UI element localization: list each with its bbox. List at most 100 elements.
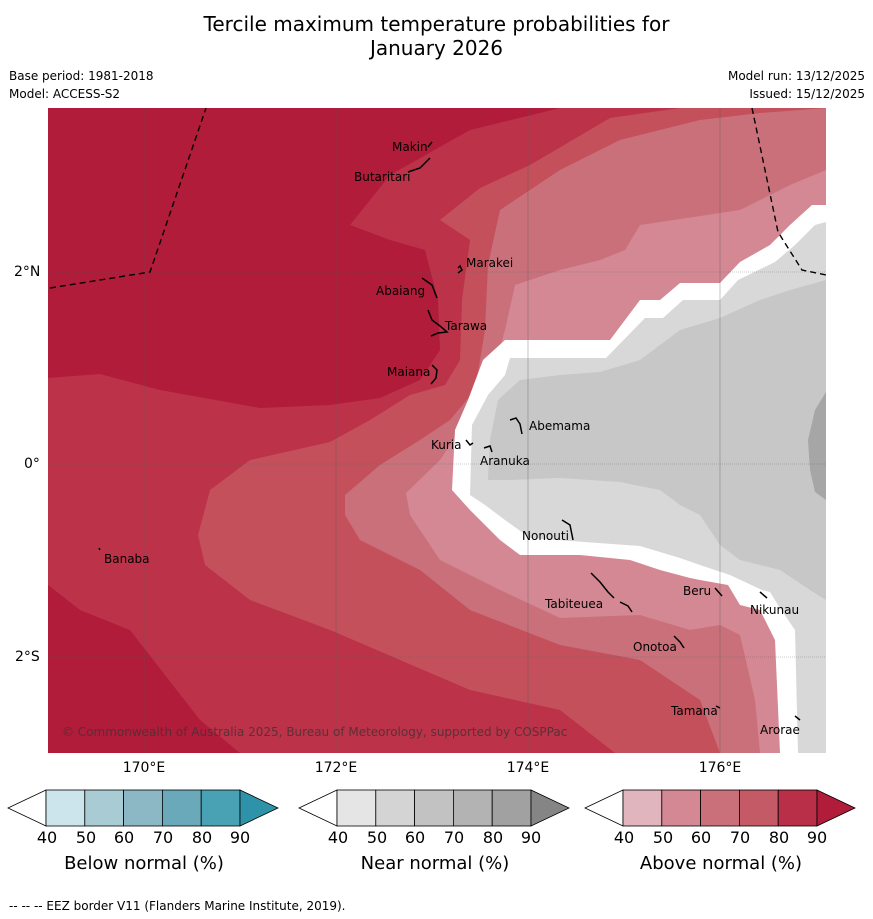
colorbar-segment — [622, 789, 663, 827]
tick-above-90: 90 — [806, 828, 828, 847]
tick-near-90: 90 — [520, 828, 542, 847]
label-kuria: Kuria — [431, 438, 462, 452]
colorbar-segment — [738, 789, 779, 827]
label-beru: Beru — [683, 584, 711, 598]
tick-above-60: 60 — [690, 828, 712, 847]
base-period: Base period: 1981-2018 — [9, 69, 154, 83]
zone-near-60 — [488, 280, 826, 600]
colorbar-segment — [414, 789, 454, 827]
label-maiana: Maiana — [387, 365, 430, 379]
eez-border — [49, 108, 826, 289]
zone-near-70 — [808, 392, 826, 500]
label-onotoa: Onotoa — [633, 640, 677, 654]
colorbar-arrow-high — [239, 789, 279, 827]
colorbar-segment — [452, 789, 493, 827]
colorbar-title-near: Near normal (%) — [360, 853, 510, 874]
label-tabiteuea: Tabiteuea — [544, 597, 603, 611]
colorbar-arrow-high — [530, 789, 570, 827]
lon-label-170e: 170°E — [122, 760, 166, 776]
makin-outline — [427, 141, 433, 148]
title-line-2: January 2026 — [369, 36, 504, 60]
nikunau-outline — [759, 591, 768, 599]
onotoa-outline — [673, 635, 685, 649]
lat-label-2n: 2°N — [14, 264, 41, 280]
label-makin: Makin — [392, 140, 428, 154]
tick-above-40: 40 — [613, 828, 635, 847]
tick-below-80: 80 — [191, 828, 213, 847]
colorbar-arrow-low — [7, 789, 47, 827]
tick-above-80: 80 — [768, 828, 790, 847]
island-outlines — [98, 141, 801, 721]
tick-near-40: 40 — [327, 828, 349, 847]
abaiang-outline — [421, 277, 438, 299]
copyright: © Commonwealth of Australia 2025, Bureau… — [62, 725, 567, 739]
label-banaba: Banaba — [104, 552, 150, 566]
label-tarawa: Tarawa — [444, 319, 487, 333]
colorbar-segment — [161, 789, 202, 827]
colorbar-segment — [45, 789, 86, 827]
colorbar-segment — [200, 789, 241, 827]
label-nikunau: Nikunau — [750, 603, 799, 617]
colorbar-segment — [123, 789, 163, 827]
label-abemama: Abemama — [529, 419, 590, 433]
tick-below-40: 40 — [36, 828, 58, 847]
tamana-outline — [715, 705, 721, 709]
label-aranuka: Aranuka — [480, 454, 530, 468]
map-fill: Makin Butaritari Marakei Abaiang Tarawa … — [48, 108, 826, 753]
arorae-outline — [794, 715, 801, 721]
model-name: Model: ACCESS-S2 — [9, 87, 121, 101]
eez-footer-note: -- -- -- EEZ border V11 (Flanders Marine… — [9, 899, 346, 913]
meta-right: Model run: 13/12/2025 Issued: 15/12/2025 — [728, 67, 865, 103]
model-run: Model run: 13/12/2025 — [727, 69, 865, 83]
label-marakei: Marakei — [466, 256, 513, 270]
colorbar-segment — [375, 789, 416, 827]
colorbar-segment — [661, 789, 702, 827]
aranuka-outline — [483, 445, 493, 453]
tarawa-outline — [427, 309, 449, 337]
colorbar-title-above: Above normal (%) — [639, 853, 803, 874]
meta-left: Base period: 1981-2018 Model: ACCESS-S2 — [9, 67, 154, 103]
chart-title: Tercile maximum temperature probabilitie… — [0, 12, 873, 60]
maiana-outline — [430, 364, 438, 385]
tick-above-50: 50 — [652, 828, 674, 847]
colorbar-arrow-low — [584, 789, 624, 827]
colorbar-above — [584, 789, 856, 827]
colorbar-arrow-high — [816, 789, 856, 827]
tick-below-90: 90 — [229, 828, 251, 847]
label-butaritari: Butaritari — [354, 170, 411, 184]
lat-label-0: 0° — [24, 456, 40, 472]
tick-near-80: 80 — [482, 828, 504, 847]
butaritari-outline — [407, 157, 431, 173]
island-labels: Makin Butaritari Marakei Abaiang Tarawa … — [104, 140, 800, 737]
label-abaiang: Abaiang — [376, 284, 425, 298]
colorbar-near — [298, 789, 570, 827]
lon-label-176e: 176°E — [698, 760, 742, 776]
marakei-outline — [457, 264, 463, 274]
label-arorae: Arorae — [760, 723, 800, 737]
beru-outline — [714, 587, 723, 597]
grid-lines — [48, 108, 826, 753]
abemama-outline — [509, 417, 523, 435]
issued-date: Issued: 15/12/2025 — [749, 87, 865, 101]
kuria-outline — [465, 439, 474, 447]
tabiteuea-outline — [590, 572, 633, 613]
colorbar-arrow-low — [298, 789, 338, 827]
nonouti-outline — [561, 519, 574, 541]
colorbar-segment — [491, 789, 532, 827]
tick-near-60: 60 — [404, 828, 426, 847]
colorbar-segment — [84, 789, 125, 827]
colorbar-segment — [777, 789, 818, 827]
tick-near-70: 70 — [443, 828, 465, 847]
label-nonouti: Nonouti — [522, 529, 569, 543]
tick-above-70: 70 — [729, 828, 751, 847]
colorbar-segment — [336, 789, 377, 827]
label-tamana: Tamana — [670, 704, 718, 718]
colorbar-segment — [700, 789, 740, 827]
banaba-outline — [98, 547, 101, 551]
title-line-1: Tercile maximum temperature probabilitie… — [203, 12, 670, 36]
tick-below-50: 50 — [75, 828, 97, 847]
tick-below-70: 70 — [152, 828, 174, 847]
tick-near-50: 50 — [366, 828, 388, 847]
colorbar-below — [7, 789, 279, 827]
